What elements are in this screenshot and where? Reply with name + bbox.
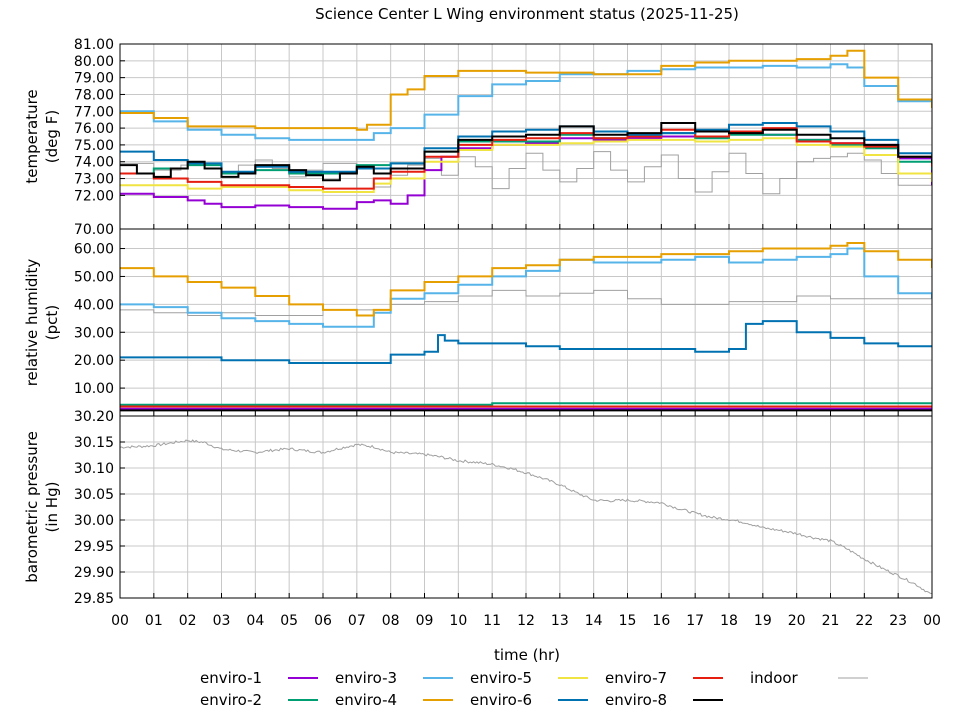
series-enviro-7 [120, 137, 932, 193]
y-axis-title: temperature [23, 89, 41, 183]
series-enviro-4 [120, 49, 932, 131]
series-group [120, 439, 932, 595]
x-tick-label: 16 [652, 613, 670, 629]
y-tick-label: 75.00 [74, 138, 114, 154]
series-enviro-4 [120, 242, 932, 317]
legend-label-enviro-3: enviro-3 [335, 669, 397, 687]
y-tick-label: 50.00 [74, 269, 114, 285]
y-axis-title: (pct) [43, 305, 61, 340]
y-tick-label: 30.00 [74, 325, 114, 341]
y-tick-label: 40.00 [74, 297, 114, 313]
x-tick-label: 17 [686, 613, 704, 629]
y-axis-title: (in Hg) [43, 482, 61, 533]
x-tick-label: 19 [754, 613, 772, 629]
y-tick-label: 78.00 [74, 87, 114, 103]
x-tick-label: 01 [145, 613, 163, 629]
x-tick-label: 13 [551, 613, 569, 629]
y-tick-label: 81.00 [74, 37, 114, 53]
series-group [120, 49, 932, 210]
y-axis-title: barometric pressure [23, 431, 41, 583]
panel-frame [119, 415, 933, 599]
y-tick-label: 30.15 [74, 435, 114, 451]
legend-label-enviro-1: enviro-1 [200, 669, 262, 687]
panel-1: 10.00 20.00 30.00 40.00 50.00 60.00 relative h… [23, 228, 933, 417]
series-enviro-5 [120, 247, 932, 328]
y-tick-label: 30.10 [74, 461, 114, 477]
y-axis-title: (deg F) [43, 110, 61, 163]
legend-label-enviro-7: enviro-7 [605, 669, 667, 687]
x-tick-label: 15 [619, 613, 637, 629]
y-tick-label: 60.00 [74, 242, 114, 258]
x-tick-label: 23 [889, 613, 907, 629]
chart-panels: 70.00 72.0073.0074.0075.0076.0077.0078.00… [23, 37, 941, 629]
legend-label-enviro-2: enviro-2 [200, 691, 262, 709]
series-enviro-8 [120, 122, 932, 182]
y-tick-label: 70.00 [74, 222, 114, 238]
legend-label-enviro-6: enviro-6 [470, 691, 532, 709]
y-tick-label: 10.00 [74, 381, 114, 397]
y-tick-label: 72.00 [74, 188, 114, 204]
series-group [120, 242, 932, 412]
series-enviro-5 [120, 63, 932, 141]
chart-title: Science Center L Wing environment status… [315, 5, 739, 23]
x-tick-label: 14 [585, 613, 603, 629]
x-tick-label: 04 [246, 613, 264, 629]
y-tick-label: 29.90 [74, 565, 114, 581]
y-tick-label: 29.85 [74, 591, 114, 607]
x-tick-label: 22 [855, 613, 873, 629]
x-tick-label: 05 [280, 613, 298, 629]
x-tick-label: 21 [822, 613, 840, 629]
y-tick-label: 74.00 [74, 155, 114, 171]
x-tick-label: 12 [517, 613, 535, 629]
series-indoor [120, 439, 932, 595]
legend-label-indoor: indoor [750, 669, 799, 687]
panel-2: 00 01 02 03 04 05 06 07 08 09 10 11 12 13 14 15 16 17 18 19… [23, 409, 941, 629]
series-indoor [120, 289, 932, 316]
legend-label-enviro-4: enviro-4 [335, 691, 397, 709]
x-tick-label: 11 [483, 613, 501, 629]
x-tick-label: 10 [449, 613, 467, 629]
legend-label-enviro-8: enviro-8 [605, 691, 667, 709]
y-axis-title: relative humidity [23, 259, 41, 387]
y-tick-label: 77.00 [74, 104, 114, 120]
y-tick-label: 80.00 [74, 54, 114, 70]
x-tick-label: 03 [213, 613, 231, 629]
y-tick-label: 20.00 [74, 353, 114, 369]
x-tick-label: 20 [788, 613, 806, 629]
x-tick-label: 00 [111, 613, 129, 629]
series-enviro-7b [120, 127, 932, 190]
x-tick-label: 09 [416, 613, 434, 629]
series-enviro-6 [120, 320, 932, 364]
panel-0: 70.00 72.0073.0074.0075.0076.0077.0078.00… [23, 37, 933, 238]
y-tick-label: 76.00 [74, 121, 114, 137]
chart-legend: enviro-1 enviro-3 enviro-5 enviro-7 indoor en… [200, 669, 868, 709]
legend-label-enviro-5: enviro-5 [470, 669, 532, 687]
x-tick-label: 00 [923, 613, 941, 629]
y-tick-label: 73.00 [74, 172, 114, 188]
x-axis-title: time (hr) [494, 646, 560, 664]
y-tick-label: 79.00 [74, 71, 114, 87]
y-tick-label: 30.20 [74, 409, 114, 425]
y-tick-label: 30.05 [74, 487, 114, 503]
y-tick-label: 30.00 [74, 513, 114, 529]
x-tick-label: 02 [179, 613, 197, 629]
x-tick-label: 08 [382, 613, 400, 629]
x-tick-label: 07 [348, 613, 366, 629]
x-tick-label: 18 [720, 613, 738, 629]
series-enviro-2 [120, 402, 932, 406]
y-tick-label: 29.95 [74, 539, 114, 555]
x-tick-label: 06 [314, 613, 332, 629]
